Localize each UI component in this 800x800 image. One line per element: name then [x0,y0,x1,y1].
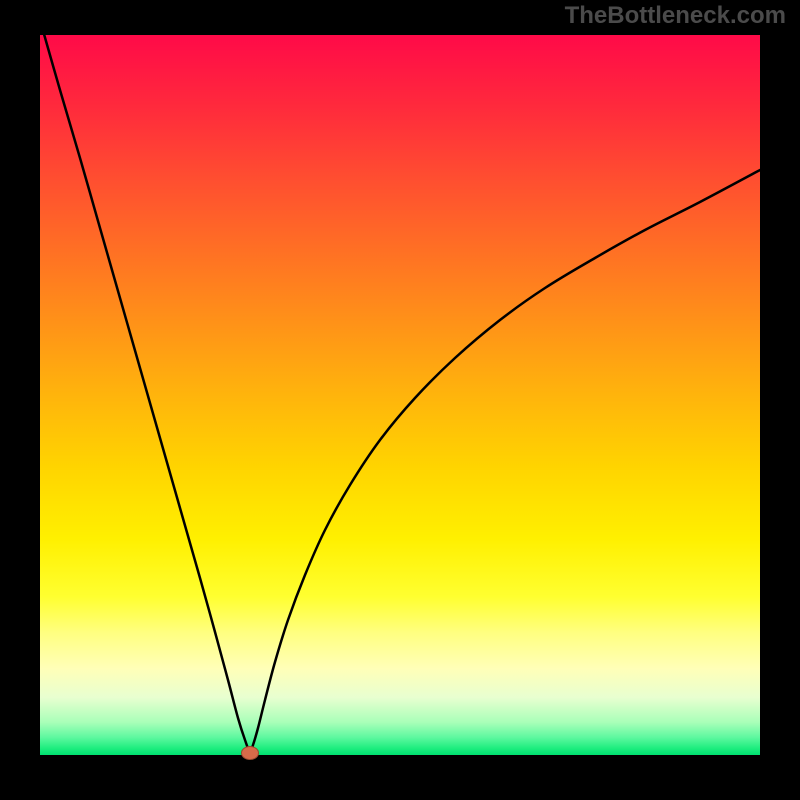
bottleneck-curve [40,20,760,752]
curve-svg [0,0,800,800]
chart-container: TheBottleneck.com [0,0,800,800]
minimum-point-marker [241,746,259,760]
watermark-text: TheBottleneck.com [565,2,786,30]
